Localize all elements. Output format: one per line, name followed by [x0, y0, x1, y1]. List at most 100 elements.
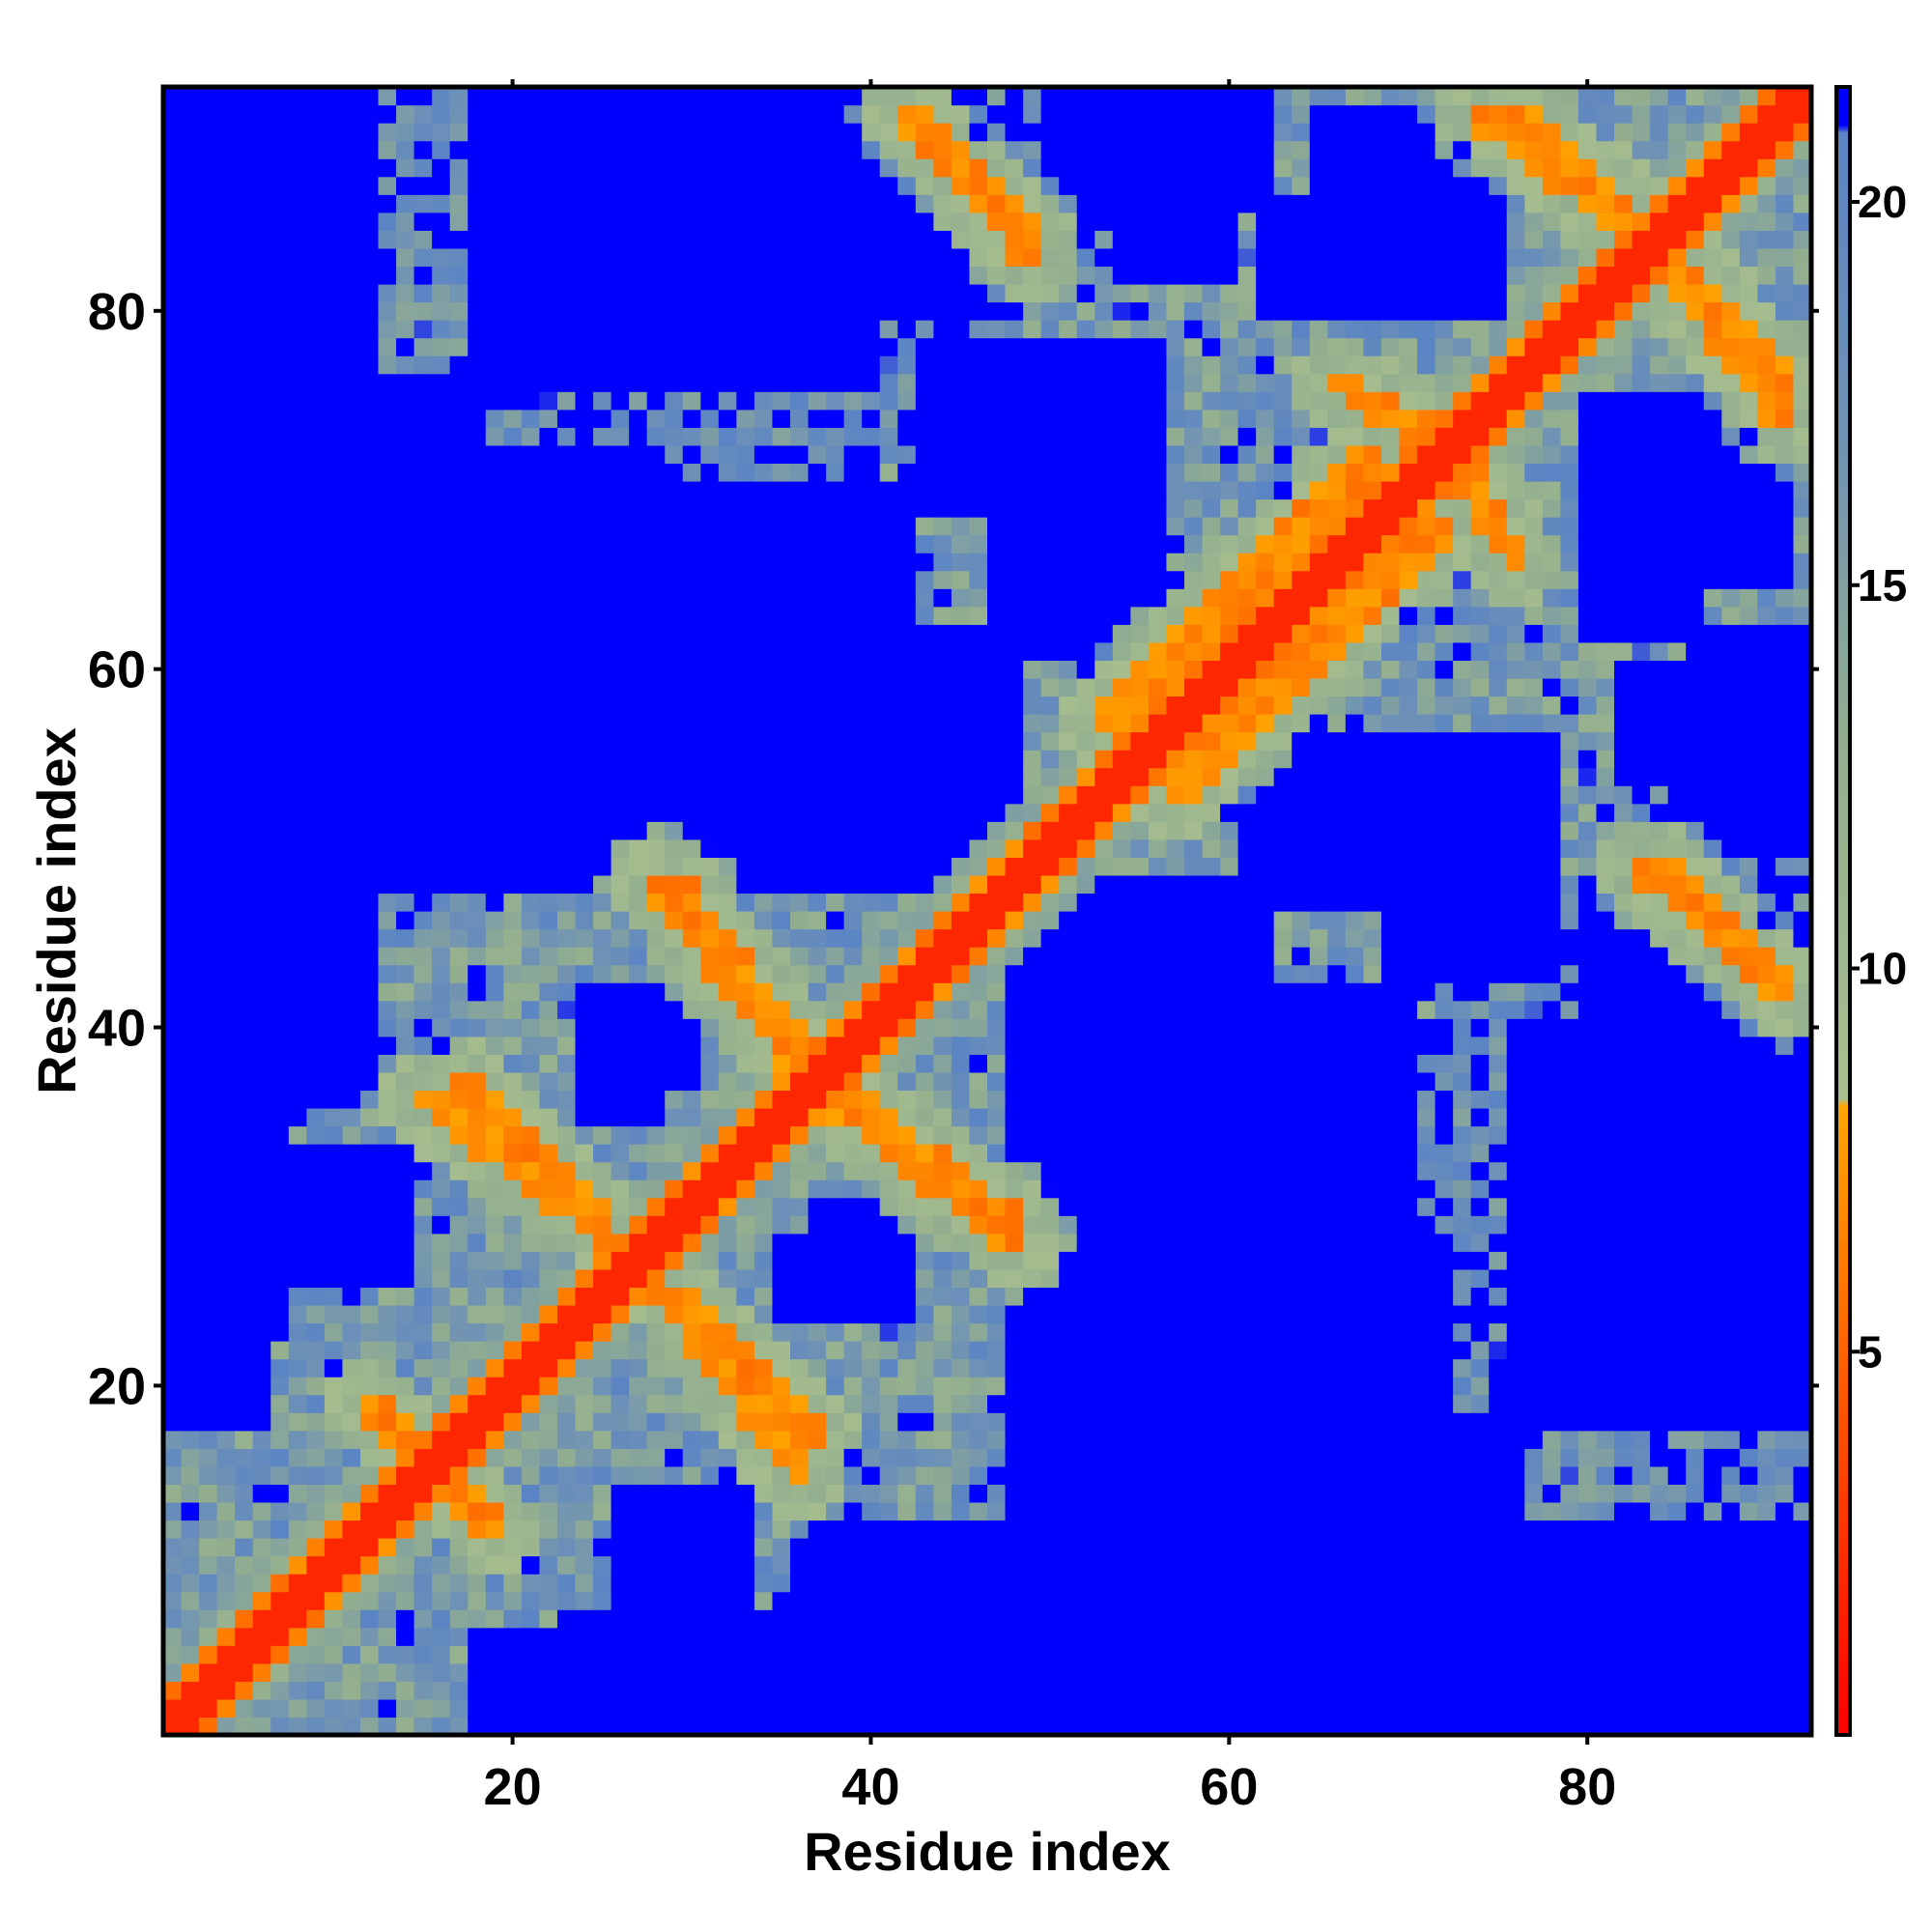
- heatmap-cell: [1059, 731, 1078, 751]
- heatmap-cell: [987, 838, 1007, 858]
- heatmap-cell: [270, 87, 290, 106]
- heatmap-cell: [521, 1681, 541, 1700]
- heatmap-cell: [468, 534, 487, 554]
- heatmap-cell: [736, 140, 755, 159]
- heatmap-cell: [468, 982, 487, 1002]
- heatmap-cell: [969, 1107, 988, 1127]
- heatmap-cell: [252, 1304, 271, 1324]
- heatmap-cell: [539, 498, 558, 518]
- heatmap-cell: [790, 1555, 810, 1575]
- heatmap-cell: [413, 928, 433, 948]
- heatmap-cell: [359, 660, 380, 679]
- heatmap-cell: [270, 1179, 290, 1199]
- heatmap-cell: [987, 194, 1007, 213]
- heatmap-cell: [556, 1484, 577, 1503]
- heatmap-cell: [646, 1251, 666, 1270]
- heatmap-cell: [1112, 696, 1131, 715]
- heatmap-cell: [933, 1484, 952, 1503]
- heatmap-cell: [342, 1251, 361, 1270]
- heatmap-cell: [969, 409, 988, 428]
- heatmap-cell: [539, 212, 558, 231]
- heatmap-cell: [324, 750, 344, 769]
- heatmap-cell: [682, 696, 701, 715]
- heatmap-cell: [629, 320, 648, 339]
- heatmap-cell: [413, 1377, 433, 1396]
- heatmap-cell: [485, 606, 504, 625]
- heatmap-cell: [629, 373, 648, 392]
- heatmap-cell: [396, 1520, 415, 1539]
- heatmap-cell: [252, 1144, 271, 1163]
- heatmap-cell: [1112, 1090, 1131, 1109]
- heatmap-cell: [216, 1090, 236, 1109]
- heatmap-cell: [216, 463, 236, 482]
- heatmap-cell: [181, 767, 200, 786]
- heatmap-cell: [808, 1071, 827, 1092]
- heatmap-cell: [682, 427, 701, 446]
- heatmap-cell: [306, 767, 326, 786]
- heatmap-cell: [556, 409, 577, 428]
- heatmap-cell: [593, 767, 612, 786]
- heatmap-cell: [933, 123, 952, 142]
- heatmap-cell: [503, 1036, 523, 1055]
- heatmap-cell: [306, 1358, 326, 1378]
- heatmap-cell: [1094, 714, 1114, 733]
- heatmap-cell: [163, 677, 183, 697]
- heatmap-cell: [163, 731, 183, 751]
- heatmap-cell: [933, 247, 952, 268]
- heatmap-cell: [539, 230, 558, 249]
- heatmap-cell: [790, 857, 810, 876]
- heatmap-cell: [951, 1233, 971, 1252]
- heatmap-cell: [611, 534, 630, 554]
- heatmap-cell: [521, 176, 541, 195]
- heatmap-cell: [503, 1018, 523, 1037]
- heatmap-cell: [736, 1179, 755, 1199]
- heatmap-cell: [790, 1287, 810, 1306]
- heatmap-cell: [700, 696, 720, 715]
- heatmap-cell: [378, 1054, 397, 1073]
- heatmap-cell: [252, 1394, 271, 1413]
- heatmap-cell: [556, 373, 577, 392]
- heatmap-cell: [1112, 893, 1131, 912]
- heatmap-cell: [1023, 140, 1042, 159]
- heatmap-cell: [306, 1465, 326, 1485]
- heatmap-cell: [897, 480, 917, 500]
- heatmap-cell: [468, 964, 487, 983]
- heatmap-cell: [879, 714, 898, 733]
- heatmap-cell: [969, 1251, 988, 1270]
- heatmap-cell: [665, 1341, 684, 1360]
- heatmap-cell: [718, 1394, 737, 1413]
- heatmap-cell: [342, 498, 361, 518]
- heatmap-cell: [1076, 874, 1095, 895]
- heatmap-cell: [556, 355, 577, 375]
- heatmap-cell: [915, 947, 934, 966]
- heatmap-cell: [270, 337, 290, 356]
- heatmap-cell: [235, 1054, 254, 1073]
- heatmap-cell: [682, 1698, 701, 1719]
- heatmap-cell: [879, 1054, 898, 1073]
- heatmap-cell: [342, 212, 361, 231]
- heatmap-cell: [951, 964, 971, 983]
- heatmap-cell: [324, 677, 344, 697]
- heatmap-cell: [933, 1465, 952, 1485]
- heatmap-cell: [933, 1394, 952, 1413]
- heatmap-cell: [629, 1197, 648, 1216]
- heatmap-cell: [862, 1197, 881, 1216]
- heatmap-cell: [324, 140, 344, 159]
- heatmap-cell: [897, 320, 917, 339]
- heatmap-cell: [378, 194, 397, 213]
- heatmap-cell: [503, 123, 523, 142]
- heatmap-cell: [665, 176, 684, 195]
- heatmap-cell: [199, 123, 218, 142]
- heatmap-cell: [646, 803, 666, 822]
- heatmap-cell: [449, 641, 469, 661]
- heatmap-cell: [951, 104, 971, 124]
- heatmap-cell: [646, 714, 666, 733]
- heatmap-cell: [539, 1215, 558, 1235]
- heatmap-cell: [951, 785, 971, 805]
- heatmap-cell: [665, 1018, 684, 1037]
- heatmap-cell: [163, 1179, 183, 1199]
- heatmap-cell: [396, 123, 415, 142]
- heatmap-cell: [252, 964, 271, 983]
- heatmap-cell: [199, 1018, 218, 1037]
- heatmap-cell: [539, 624, 558, 643]
